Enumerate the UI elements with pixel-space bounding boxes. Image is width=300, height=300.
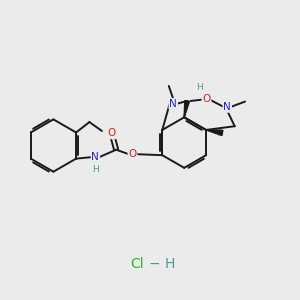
Text: N: N [92, 152, 99, 162]
Text: H: H [196, 83, 202, 92]
Text: O: O [202, 94, 211, 104]
Text: N: N [169, 99, 177, 109]
Text: H: H [92, 164, 99, 173]
Text: − H: − H [149, 257, 175, 272]
Text: N: N [224, 102, 231, 112]
Text: Cl: Cl [130, 257, 143, 272]
Text: O: O [128, 149, 137, 159]
Polygon shape [184, 100, 190, 117]
Polygon shape [206, 130, 223, 136]
Text: O: O [108, 128, 116, 138]
